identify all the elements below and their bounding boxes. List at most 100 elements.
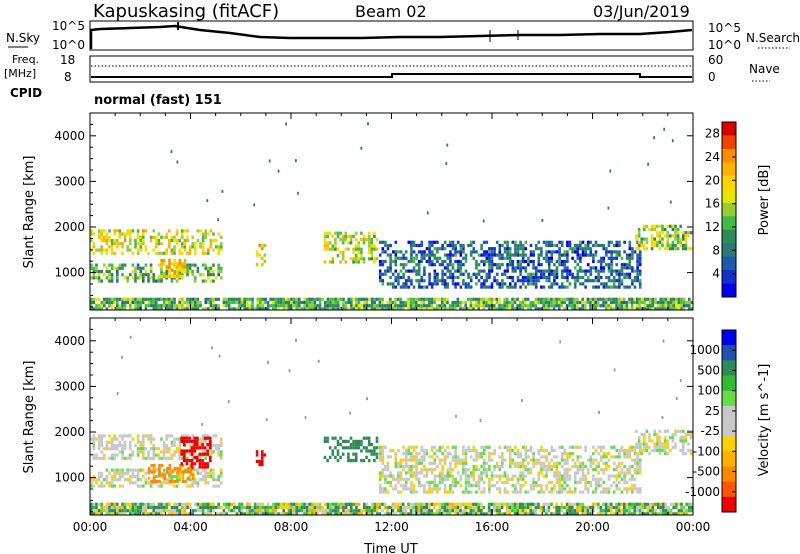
- power-echo-cell: [623, 275, 626, 280]
- power-echo-cell: [534, 297, 538, 301]
- power-echo-cell: [653, 227, 656, 232]
- velocity-echo-cell: [342, 509, 345, 513]
- power-echo-cell: [689, 231, 693, 235]
- velocity-echo-cell: [420, 448, 424, 453]
- velocity-echo-cell: [131, 512, 135, 516]
- power-echo-cell: [508, 275, 512, 280]
- power-echo-cell: [129, 232, 132, 236]
- velocity-echo-cell: [480, 474, 483, 478]
- velocity-echo-cell: [203, 436, 207, 440]
- power-echo-cell: [220, 248, 223, 252]
- power-echo-cell: [498, 247, 502, 251]
- power-echo-cell: [568, 240, 572, 244]
- power-echo-cell: [277, 297, 280, 301]
- velocity-echo-cell: [394, 512, 397, 516]
- power-echo-cell: [136, 248, 140, 252]
- velocity-echo-cell: [126, 468, 129, 472]
- power-echo-cell: [160, 262, 163, 266]
- power-ytick-label: 4000: [54, 129, 85, 143]
- velocity-echo-cell: [537, 484, 541, 488]
- velocity-echo-cell: [386, 490, 390, 494]
- velocity-echo-cell: [155, 468, 158, 472]
- velocity-echo-cell: [142, 447, 145, 451]
- power-echo-cell: [412, 297, 415, 301]
- power-echo-cell: [684, 240, 688, 244]
- power-echo-cell: [690, 307, 694, 311]
- velocity-echo-cell: [682, 445, 685, 449]
- velocity-echo-cell: [157, 502, 161, 506]
- power-echo-cell: [339, 260, 342, 264]
- velocity-echo-cell: [475, 480, 478, 485]
- power-echo-cell: [170, 248, 174, 252]
- power-echo-cell: [553, 263, 556, 267]
- velocity-echo-cell: [113, 471, 116, 475]
- power-echo-cell: [602, 285, 606, 289]
- velocity-echo-cell: [636, 509, 639, 513]
- power-echo-cell: [610, 269, 613, 273]
- power-echo-cell: [488, 285, 491, 289]
- velocity-echo-cell: [261, 512, 265, 516]
- velocity-echo-cell: [592, 474, 595, 478]
- velocity-echo-cell: [623, 471, 626, 475]
- velocity-echo-cell: [365, 436, 368, 440]
- velocity-echo-cell: [193, 462, 196, 466]
- velocity-echo-cell: [553, 461, 556, 465]
- velocity-echo-cell: [157, 512, 161, 516]
- velocity-echo-cell: [462, 452, 465, 456]
- velocity-echo-cell: [204, 502, 207, 506]
- velocity-echo-cell: [645, 442, 649, 446]
- velocity-echo-cell: [498, 487, 502, 491]
- power-echo-cell: [566, 266, 569, 270]
- power-echo-cell: [415, 243, 418, 248]
- power-colorbar-swatch: [722, 135, 736, 150]
- power-echo-cell: [500, 307, 504, 311]
- velocity-echo-cell: [425, 480, 429, 485]
- power-echo-cell: [615, 279, 619, 283]
- power-echo-cell: [602, 243, 606, 248]
- power-echo-cell: [623, 304, 626, 308]
- power-echo-cell: [186, 307, 189, 311]
- velocity-echo-cell: [142, 512, 145, 516]
- power-echo-cell: [469, 279, 473, 283]
- power-echo-cell: [581, 253, 585, 257]
- velocity-echo-cell: [454, 512, 457, 516]
- velocity-echo-cell: [144, 456, 148, 460]
- velocity-echo-cell: [449, 490, 452, 494]
- power-echo-cell: [545, 256, 548, 260]
- power-echo-cell: [209, 242, 213, 246]
- velocity-echo-cell: [506, 509, 509, 513]
- power-echo-cell: [394, 240, 398, 244]
- power-echo-cell: [108, 304, 111, 308]
- power-echo-cell: [563, 297, 566, 301]
- velocity-echo-cell: [610, 505, 613, 510]
- power-echo-cell: [173, 262, 176, 266]
- power-echo-cell: [436, 240, 439, 244]
- power-echo-cell: [537, 259, 541, 264]
- velocity-echo-cell: [323, 436, 327, 440]
- power-echo-cell: [558, 259, 561, 264]
- power-echo-cell: [178, 307, 181, 311]
- velocity-echo-cell: [136, 471, 140, 475]
- velocity-echo-cell: [397, 480, 400, 485]
- velocity-echo-cell: [158, 470, 161, 474]
- velocity-echo-cell: [480, 477, 483, 481]
- velocity-echo-cell: [321, 512, 324, 516]
- power-echo-cell: [183, 229, 187, 233]
- velocity-echo-cell: [139, 447, 142, 451]
- power-echo-cell: [485, 240, 489, 244]
- power-echo-cell: [144, 273, 148, 277]
- power-echo-cell: [378, 275, 382, 280]
- velocity-echo-cell: [384, 487, 387, 491]
- velocity-echo-cell: [654, 509, 657, 513]
- velocity-echo-cell: [573, 509, 577, 513]
- power-echo-cell: [514, 282, 517, 286]
- velocity-echo-cell: [527, 461, 530, 465]
- power-echo-cell: [560, 263, 564, 267]
- velocity-echo-cell: [391, 477, 395, 481]
- power-echo-cell: [342, 307, 345, 311]
- power-echo-cell: [645, 237, 649, 241]
- velocity-echo-cell: [618, 480, 621, 485]
- velocity-echo-cell: [126, 502, 129, 506]
- power-echo-cell: [263, 243, 267, 248]
- power-echo-cell: [680, 297, 683, 301]
